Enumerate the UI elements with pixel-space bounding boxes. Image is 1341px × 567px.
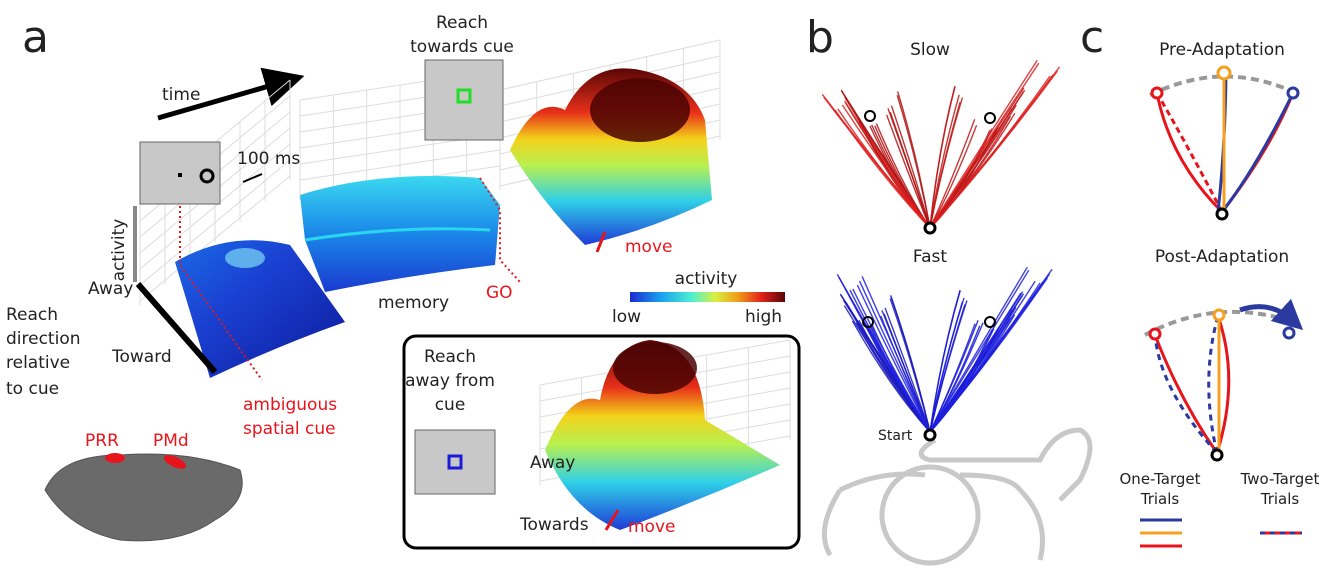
start-marker <box>925 430 935 440</box>
axis-label: activity <box>109 219 129 282</box>
panel-label: b <box>806 12 834 63</box>
trajectory <box>1218 74 1293 212</box>
target <box>1150 329 1160 339</box>
condition-title: away from <box>405 371 495 391</box>
figure: a time 100 ms activity Away Toward Reach… <box>0 0 1341 567</box>
start-marker <box>925 223 935 233</box>
cue-box <box>415 430 495 494</box>
trajectory <box>1155 316 1218 453</box>
axis-title: Reach <box>6 305 58 325</box>
trajectory <box>930 300 967 432</box>
target <box>1152 88 1162 98</box>
target <box>985 317 995 327</box>
colorbar-label: high <box>745 307 782 327</box>
surface-highlight <box>225 248 265 268</box>
brain <box>45 454 242 541</box>
start-label: Start <box>878 428 913 444</box>
annotation: ambiguous <box>243 395 337 415</box>
axis-label: Towards <box>519 515 589 535</box>
prr-region <box>105 453 125 463</box>
surface <box>300 176 500 292</box>
condition-title: Post-Adaptation <box>1155 247 1289 267</box>
region-label: PRR <box>85 431 119 451</box>
cue-dot <box>178 173 182 177</box>
legend-label: One-Target <box>1120 470 1201 488</box>
axis-title: to cue <box>6 379 59 399</box>
annotation: spatial cue <box>243 419 336 439</box>
axis-label: Away <box>530 453 575 473</box>
target <box>1284 328 1294 338</box>
condition-title: Slow <box>910 40 950 60</box>
condition-title: towards cue <box>410 37 514 57</box>
target <box>1218 67 1230 79</box>
axis-title: relative <box>6 353 70 373</box>
colorbar-label: low <box>612 307 641 327</box>
scale-label: 100 ms <box>237 149 300 169</box>
trajectory <box>930 293 1021 432</box>
trajectory <box>860 281 930 432</box>
target <box>1288 88 1298 98</box>
cue-box <box>425 60 503 140</box>
surface-peak <box>613 342 697 394</box>
trajectory <box>1157 93 1222 212</box>
condition-title: Reach <box>424 347 476 367</box>
target-arc <box>1145 312 1280 335</box>
arm-outline <box>824 430 1090 560</box>
legend-label: Trials <box>1140 490 1180 508</box>
annotation: GO <box>486 283 513 303</box>
region-label: PMd <box>153 431 189 451</box>
axis-label: memory <box>378 293 449 313</box>
colorbar-title: activity <box>675 269 738 289</box>
head-outline <box>882 467 978 563</box>
condition-title: Fast <box>913 247 947 267</box>
time-label: time <box>162 85 200 105</box>
colorbar <box>630 292 785 302</box>
target <box>865 111 875 121</box>
trajectory <box>875 126 930 228</box>
axis-title: direction <box>6 329 81 349</box>
panel-label: c <box>1080 12 1104 63</box>
surface-peak <box>590 78 690 142</box>
start-marker <box>1212 450 1222 460</box>
target <box>1214 310 1224 320</box>
legend-label: Trials <box>1260 490 1300 508</box>
legend-label: Two-Target <box>1240 470 1320 488</box>
condition-title: Pre-Adaptation <box>1159 40 1285 60</box>
axis-label: Toward <box>111 347 172 367</box>
annotation: move <box>625 237 672 257</box>
annotation: move <box>628 517 675 537</box>
condition-title: Reach <box>436 13 488 33</box>
start-marker <box>1217 209 1227 219</box>
axis-label: Away <box>88 279 133 299</box>
condition-title: cue <box>435 395 466 415</box>
panel-label: a <box>22 12 49 63</box>
target <box>985 113 995 123</box>
trajectory <box>841 90 930 228</box>
